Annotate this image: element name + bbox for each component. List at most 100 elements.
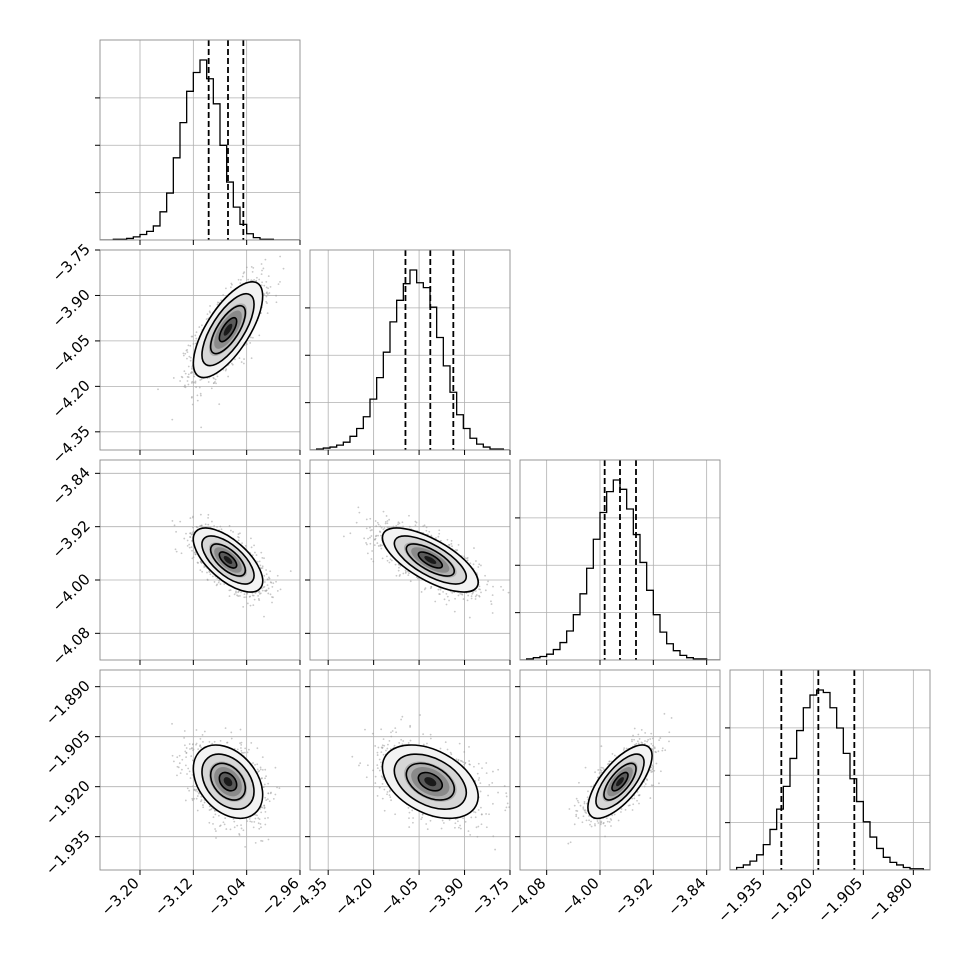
sample-point: [257, 817, 260, 820]
sample-point: [358, 511, 361, 514]
sample-point: [395, 731, 398, 734]
sample-point: [277, 283, 280, 285]
contour-line: [192, 744, 264, 820]
sample-point: [157, 388, 159, 391]
sample-point: [590, 825, 593, 828]
sample-point: [223, 583, 226, 585]
sample-point: [381, 557, 384, 560]
sample-point: [430, 534, 433, 537]
sample-point: [402, 740, 405, 742]
sample-point: [478, 585, 481, 588]
sample-point: [583, 802, 586, 805]
sample-point: [267, 275, 270, 278]
density-layer: [157, 255, 285, 429]
scatter-panel-0-1: −4.35−4.20−4.05−3.90−3.75: [49, 240, 301, 467]
histogram-bin: [477, 444, 484, 450]
sample-point: [204, 523, 207, 526]
sample-point: [269, 581, 272, 584]
sample-point: [661, 747, 664, 750]
sample-point: [390, 731, 392, 734]
scatter-panel-1-3: −4.35 −4.20 −4.05 −3.90 −3.75: [286, 669, 513, 919]
x-tick-label: −4.05: [377, 874, 422, 919]
histogram-bin: [213, 104, 220, 240]
sample-point: [430, 586, 433, 588]
panel-frame: [99, 459, 301, 661]
sample-point: [230, 286, 232, 289]
panel-frame: [729, 669, 931, 871]
density-layer: [342, 506, 510, 619]
sample-point: [237, 539, 240, 542]
sample-point: [244, 845, 247, 848]
sample-point: [365, 518, 368, 521]
sample-point: [186, 357, 188, 360]
sample-point: [240, 747, 242, 749]
sample-point: [218, 579, 221, 582]
sample-point: [643, 785, 646, 788]
sample-point: [633, 797, 636, 800]
sample-point: [265, 775, 267, 778]
sample-point: [408, 572, 410, 575]
sample-point: [407, 806, 410, 809]
sample-point: [422, 743, 425, 746]
sample-point: [470, 597, 473, 600]
sample-point: [466, 599, 469, 602]
sample-point: [635, 742, 638, 745]
sample-point: [199, 513, 202, 516]
sample-point: [446, 595, 449, 598]
sample-point: [191, 531, 194, 534]
sample-point: [260, 811, 263, 814]
sample-point: [213, 740, 216, 743]
sample-point: [414, 520, 417, 523]
sample-point: [239, 742, 241, 745]
contour-line: [192, 281, 264, 379]
sample-point: [190, 747, 193, 750]
sample-point: [386, 559, 389, 562]
sample-point: [381, 782, 384, 785]
sample-point: [479, 782, 482, 785]
sample-point: [203, 730, 206, 733]
sample-point: [429, 819, 432, 822]
histogram-bin: [607, 492, 614, 660]
sample-point: [183, 370, 186, 373]
sample-point: [636, 740, 639, 743]
sample-point: [624, 808, 627, 811]
sample-point: [193, 381, 195, 384]
sample-point: [194, 342, 197, 345]
sample-point: [487, 580, 489, 583]
sample-point: [267, 838, 270, 841]
sample-point: [220, 528, 223, 531]
sample-point: [179, 772, 182, 775]
sample-point: [569, 841, 572, 844]
sample-point: [369, 526, 371, 529]
sample-point: [411, 809, 414, 812]
sample-point: [267, 792, 270, 795]
sample-point: [445, 603, 448, 606]
y-tick-label: −3.92: [49, 517, 94, 562]
sample-point: [279, 280, 281, 283]
sample-point: [199, 379, 202, 381]
sample-point: [183, 730, 186, 732]
sample-point: [272, 797, 275, 800]
contour-line: [218, 316, 238, 343]
sample-point: [380, 751, 383, 754]
sample-point: [226, 741, 228, 744]
x-tick-label: −1.905: [814, 874, 866, 926]
y-tick-label: −1.905: [42, 727, 94, 779]
histogram-bin: [763, 845, 770, 870]
sample-point: [196, 795, 199, 797]
sample-point: [459, 827, 462, 830]
sample-point: [191, 799, 194, 802]
sample-point: [479, 588, 481, 591]
sample-point: [198, 386, 201, 389]
sample-point: [254, 841, 257, 844]
sample-point: [378, 786, 381, 789]
sample-point: [589, 823, 591, 826]
histogram-line: [520, 479, 720, 660]
histogram-bin: [863, 822, 870, 870]
histogram-bin: [207, 79, 214, 240]
sample-point: [382, 778, 385, 781]
sample-point: [467, 594, 470, 597]
sample-point: [597, 769, 600, 771]
sample-point: [491, 594, 494, 597]
histogram-bin: [870, 837, 877, 870]
